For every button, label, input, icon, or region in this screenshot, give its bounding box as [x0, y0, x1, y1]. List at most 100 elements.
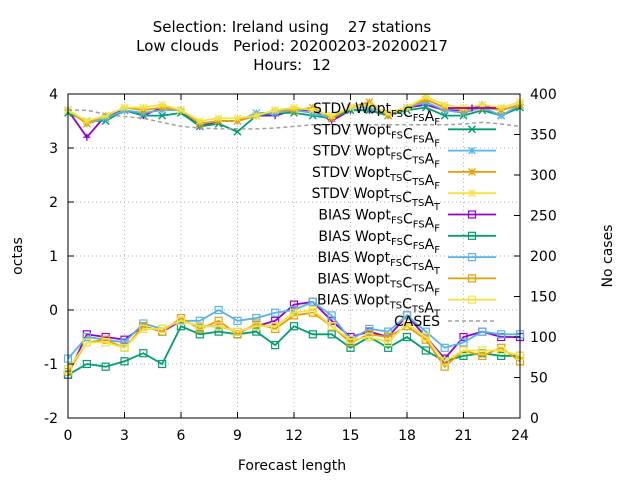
legend-label: STDV WoptFSCFSAF	[313, 101, 440, 128]
data-point	[402, 319, 412, 328]
data-point	[195, 117, 204, 125]
series-5	[64, 92, 524, 125]
data-point	[82, 332, 91, 342]
data-point	[195, 322, 204, 331]
legend-label: STDV WoptFSCFSAF	[313, 122, 440, 149]
data-point	[271, 322, 280, 331]
data-point	[252, 314, 261, 323]
y2-tick-label: 100	[530, 330, 557, 346]
data-point	[327, 311, 336, 320]
data-point	[459, 351, 468, 360]
data-point	[468, 104, 476, 112]
y2-tick-label: 150	[530, 290, 557, 306]
legend-entry: BIAS WoptTSCTSAF	[317, 271, 496, 298]
data-point	[176, 316, 186, 325]
data-point	[327, 322, 336, 331]
data-point	[214, 322, 223, 331]
data-point	[101, 338, 110, 347]
data-point	[421, 346, 430, 355]
data-point	[467, 295, 477, 304]
legend-label: STDV WoptTSCTSAF	[312, 165, 440, 192]
data-point	[214, 114, 223, 123]
legend-entry: BIAS WoptTSCTSAT	[317, 293, 496, 320]
data-point	[403, 103, 411, 112]
data-point	[195, 330, 204, 339]
data-point	[308, 297, 317, 306]
x-tick-label: 24	[511, 428, 529, 444]
legend-entry: STDV WoptFSCTSAF	[313, 144, 496, 171]
data-point	[82, 359, 91, 369]
data-point	[421, 332, 430, 342]
data-point	[252, 327, 261, 336]
legend-label: BIAS WoptFSCFSAF	[318, 208, 440, 235]
x-tick-label: 12	[285, 428, 303, 444]
x-tick-label: 9	[233, 428, 242, 444]
data-point	[308, 330, 317, 339]
series-line	[67, 300, 520, 360]
data-point	[120, 103, 129, 112]
series-line	[67, 311, 521, 373]
data-point	[158, 100, 167, 109]
y2-tick-label: 250	[530, 209, 557, 225]
data-point	[214, 327, 223, 336]
data-point	[365, 100, 374, 109]
x-tick-label: 0	[64, 428, 73, 444]
y2-tick-label: 400	[530, 87, 557, 103]
chart-title: Selection: Ireland using 27 stations Low…	[136, 18, 448, 74]
data-point	[158, 359, 167, 369]
data-point	[478, 351, 487, 360]
data-point	[177, 106, 185, 115]
title-line-1: Selection: Ireland using 27 stations	[153, 18, 432, 36]
legend-label: CASES	[394, 314, 440, 330]
data-point	[384, 343, 393, 352]
data-point	[158, 324, 167, 333]
y2-tick-label: 350	[530, 128, 557, 144]
data-point	[233, 316, 242, 325]
legend-entry: BIAS WoptFSCTSAT	[318, 250, 496, 277]
data-point	[459, 332, 468, 342]
data-point	[478, 100, 487, 109]
data-point	[459, 338, 468, 347]
data-point	[214, 316, 223, 325]
legend-entry: BIAS WoptFSCFSAF	[318, 208, 496, 235]
data-point	[289, 300, 299, 309]
legend-entry: STDV WoptTSCTSAF	[312, 165, 496, 192]
data-point	[327, 111, 336, 120]
y-tick-label: 4	[49, 87, 58, 103]
data-point	[497, 330, 506, 339]
data-point	[271, 316, 280, 325]
data-point	[139, 324, 148, 333]
data-point	[233, 114, 242, 123]
x-tick-label: 15	[342, 428, 360, 444]
y-tick-label: 0	[49, 303, 58, 319]
data-point	[497, 111, 506, 120]
data-point	[497, 346, 506, 355]
data-point	[468, 146, 476, 155]
data-point	[290, 103, 298, 112]
legend-entry: STDV WoptFSCFSAF	[313, 122, 496, 149]
data-point	[497, 103, 506, 112]
data-point	[195, 316, 204, 325]
series-11	[68, 109, 521, 130]
legend-label: BIAS WoptFSCTSAT	[318, 250, 441, 277]
data-point	[120, 357, 129, 366]
x-tick-label: 21	[455, 428, 473, 444]
data-point	[384, 327, 393, 336]
data-point	[384, 108, 393, 117]
ticks: 0 3 6 9 12 15 18 21 24-2-10123405010015020025030…	[44, 87, 557, 444]
data-point	[120, 338, 129, 347]
data-point	[384, 332, 393, 342]
data-point	[497, 351, 506, 360]
data-point	[365, 332, 374, 342]
data-point	[308, 106, 317, 115]
y-tick-label: 3	[49, 141, 58, 157]
y-tick-label: -2	[44, 411, 58, 427]
title-line-3: Hours: 12	[253, 56, 331, 74]
data-point	[467, 274, 477, 283]
grid	[68, 94, 520, 418]
series-line	[67, 309, 521, 370]
legend-label: BIAS WoptTSCTSAF	[317, 271, 440, 298]
data-point	[308, 305, 317, 315]
